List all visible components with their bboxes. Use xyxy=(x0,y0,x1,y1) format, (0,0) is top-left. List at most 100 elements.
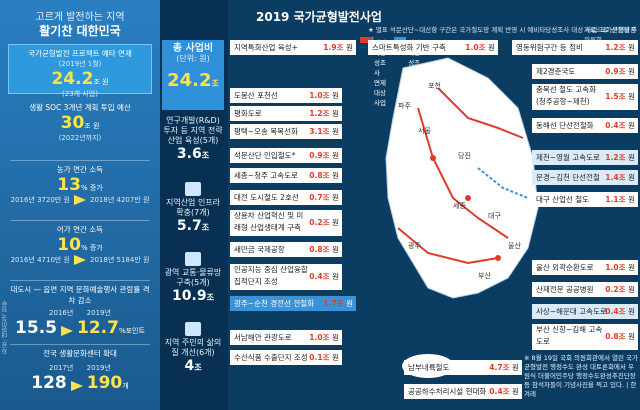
project-amount: 0.4조 xyxy=(489,387,510,396)
stat-box-fish-income: 어가 연간 소득 10% 증가 2016년 4710만 원 2018년 5184만… xyxy=(8,224,152,276)
budget-item-label: 지역산업 인프라 확충(7개) xyxy=(165,198,221,217)
project-box[interactable]: 충북선 철도 고속화 (청주공항~제천) 1.5조 원 xyxy=(532,84,638,110)
project-box[interactable]: 인공지능 중심 산업융합 집적단지 조성 0.4조 원 xyxy=(230,264,342,290)
city-label: 당진 xyxy=(458,151,471,160)
project-amount: 1.5조 xyxy=(605,92,626,101)
project-amount: 0.9조 xyxy=(309,151,330,160)
arrow-icon xyxy=(61,325,73,336)
project-box[interactable]: 동해선 단선전철화 0.4조 원 xyxy=(532,118,638,133)
project-box[interactable]: 문경~김천 단선전철 1.4조 원 xyxy=(532,170,638,185)
to-value: 4207만 원 xyxy=(116,196,150,204)
city-label: 포천 xyxy=(428,81,441,90)
project-unit: 원 xyxy=(628,263,635,272)
project-amount: 0.4조 xyxy=(605,307,626,316)
divider xyxy=(10,344,150,345)
project-name: 광주~순천 경전선 전철화 xyxy=(234,299,315,308)
project-box[interactable]: 영동위험구간 등 정비 1.2조 원 xyxy=(512,40,638,55)
project-amount: 0.8조 xyxy=(309,171,330,180)
project-name: 제2경춘국도 xyxy=(536,67,576,76)
project-unit: 원 xyxy=(332,151,339,160)
project-box[interactable]: 사상~해운대 고속도로 0.4조 원 xyxy=(532,304,638,319)
stat-title: 농가 연간 소득 xyxy=(56,165,104,174)
project-box[interactable]: 평화도로 1.2조 원 xyxy=(230,106,342,121)
stat-value: 10 xyxy=(57,235,81,255)
project-box[interactable]: 스마트특성화 기반 구축 1.0조 원 xyxy=(368,40,498,55)
to-year: 2018년 xyxy=(90,256,115,264)
project-amount: 0.8조 xyxy=(309,245,330,254)
project-box[interactable]: 울산 외곽순환도로 1.0조 원 xyxy=(532,260,638,275)
project-name: 인공지능 중심 산업융합 집적단지 조성 xyxy=(234,265,308,286)
project-unit: 원 xyxy=(512,363,519,372)
project-amount: 0.7조 xyxy=(309,193,330,202)
project-box[interactable]: 제천~영월 고속도로 1.2조 원 xyxy=(532,150,638,165)
project-amount: 1.2조 xyxy=(605,153,626,162)
to-year: 2019년 xyxy=(86,364,111,372)
project-box[interactable]: 세종~청주 고속도로 0.8조 원 xyxy=(230,168,342,183)
project-name: 산재전문 공공병원 xyxy=(536,285,594,294)
project-box[interactable]: 공공하수처리시설 현대화 0.4조 원 xyxy=(404,384,522,399)
project-amount: 1.7조 xyxy=(323,299,344,308)
project-box[interactable]: 대구 산업선 철도 1.1조 원 xyxy=(532,192,638,207)
stat-box-culture-gap: 대도시 — 읍면 지역 문화예술행사 관람률 격차 감소 2016년 2019년… xyxy=(8,284,152,342)
left-panel: 고르게 발전하는 지역 활기찬 대한민국 국가균형발전 프로젝트 예타 면제 (… xyxy=(0,0,160,410)
project-amount: 1.2조 xyxy=(605,43,626,52)
stat-value: 24.2 xyxy=(51,69,94,89)
project-unit: 원 xyxy=(332,353,339,362)
project-unit: 원 xyxy=(332,218,339,227)
project-amount: 4.7조 xyxy=(489,363,510,372)
stat-title: 국가균형발전 프로젝트 예타 면제 xyxy=(28,49,132,58)
project-name: 충북선 철도 고속화 (청주공항~제천) xyxy=(536,85,596,106)
project-box[interactable]: 지역특화산업 육성+ 1.9조 원 xyxy=(230,40,356,55)
total-budget-box: 총 사업비 (단위: 원) 24.2조 xyxy=(162,40,224,110)
project-box[interactable]: 석문산단 인입철도* 0.9조 원 xyxy=(230,148,342,163)
project-amount: 3.1조 xyxy=(309,127,330,136)
project-box[interactable]: 남부내륙철도 4.7조 원 xyxy=(404,360,522,375)
project-box[interactable]: 새만금 국제공항 0.8조 원 xyxy=(230,242,342,257)
from-value: 128 xyxy=(31,373,67,393)
project-box[interactable]: 상용차 산업혁신 및 미래형 산업생태계 구축 0.2조 원 xyxy=(230,210,342,236)
to-value: 5184만 원 xyxy=(116,256,150,264)
left-heading-line2: 활기찬 대한민국 xyxy=(39,24,121,38)
project-box[interactable]: 제2경춘국도 0.9조 원 xyxy=(532,64,638,79)
project-name: 평택~오송 복복선화 xyxy=(234,127,298,136)
project-box[interactable]: 대전 도시철도 2호선 0.7조 원 xyxy=(230,190,342,205)
stat-box-soc: 생활 SOC 3개년 계획 투입 예산 30조 원 (2022년까지) xyxy=(8,102,152,146)
people-icon xyxy=(185,322,201,336)
stat-value: 13 xyxy=(57,175,81,195)
from-year: 2017년 xyxy=(49,364,74,372)
project-box[interactable]: 수산식품 수출단지 조성 0.1조 원 xyxy=(230,350,342,365)
left-heading-line1: 고르게 발전하는 지역 xyxy=(35,12,125,23)
project-name: 평화도로 xyxy=(234,109,262,118)
project-unit: 원 xyxy=(332,333,339,342)
stat-note: (2019년 1월) xyxy=(58,60,102,68)
project-amount: 0.9조 xyxy=(605,67,626,76)
project-box[interactable]: 평택~오송 복복선화 3.1조 원 xyxy=(230,124,342,139)
stat-unit: % 증가 xyxy=(80,184,103,192)
project-amount: 0.2조 xyxy=(605,285,626,294)
project-amount: 0.4조 xyxy=(309,272,330,281)
to-value: 12.7 xyxy=(77,318,119,338)
korea-map: 포천 파주 서울 당진 세종 대구 울산 광주 부산 제주 xyxy=(385,57,539,378)
project-box[interactable]: 서남해안 관광도로 1.0조 원 xyxy=(230,330,342,345)
stat-unit: 조 원 xyxy=(84,122,100,130)
divider xyxy=(10,280,150,281)
project-box[interactable]: 산재전문 공공병원 0.2조 원 xyxy=(532,282,638,297)
project-amount: 1.0조 xyxy=(605,263,626,272)
stat-box-culture-centers: 전국 생활문화센터 확대 2017년 2019년 128 190개 xyxy=(8,348,152,404)
project-box[interactable]: 부산 신항~김해 고속도로 0.8조 원 xyxy=(532,324,638,350)
project-unit: 원 xyxy=(346,43,353,52)
project-box[interactable]: 도봉산 포천선 1.0조 원 xyxy=(230,88,342,103)
project-amount: 1.0조 xyxy=(309,91,330,100)
stat-box-farm-income: 농가 연간 소득 13% 증가 2016년 3720만 원 2018년 4207만… xyxy=(8,164,152,216)
project-unit: 원 xyxy=(488,43,495,52)
project-name: 제천~영월 고속도로 xyxy=(536,153,600,162)
stat-unit: 조 원 xyxy=(93,78,109,86)
project-box[interactable]: 광주~순천 경전선 전철화 1.7조 원 xyxy=(230,296,356,311)
from-year: 2016년 xyxy=(49,309,74,317)
route-rail-2 xyxy=(437,87,524,139)
stat-title: 전국 생활문화센터 확대 xyxy=(43,349,117,358)
project-name: 상용차 산업혁신 및 미래형 산업생태계 구축 xyxy=(234,211,304,232)
city-label: 파주 xyxy=(398,101,411,110)
project-name: 서남해안 관광도로 xyxy=(234,333,292,342)
project-name: 동해선 단선전철화 xyxy=(536,121,594,130)
